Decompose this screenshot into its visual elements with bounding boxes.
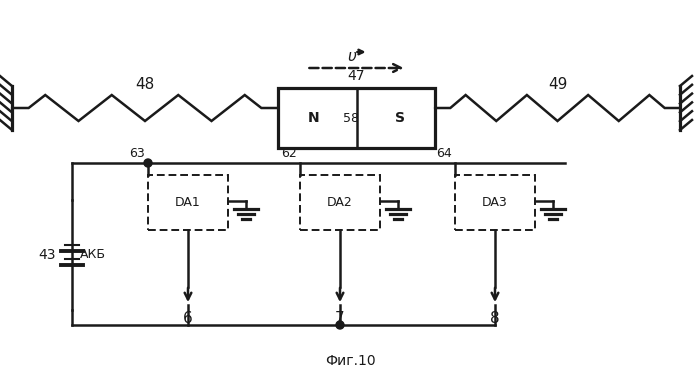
Bar bbox=[278, 88, 435, 148]
Text: 63: 63 bbox=[129, 147, 145, 160]
Circle shape bbox=[336, 321, 344, 329]
Bar bbox=[148, 175, 228, 230]
Text: DA1: DA1 bbox=[175, 196, 201, 209]
Text: 8: 8 bbox=[490, 311, 500, 326]
Bar bbox=[455, 175, 535, 230]
Text: DA3: DA3 bbox=[482, 196, 508, 209]
Text: 58: 58 bbox=[343, 112, 359, 124]
Text: Фиг.10: Фиг.10 bbox=[325, 354, 375, 368]
Text: 49: 49 bbox=[548, 77, 567, 92]
Circle shape bbox=[144, 159, 152, 167]
Text: 48: 48 bbox=[136, 77, 154, 92]
Text: 47: 47 bbox=[347, 69, 366, 83]
Bar bbox=[300, 175, 380, 230]
Text: 62: 62 bbox=[281, 147, 297, 160]
Text: S: S bbox=[395, 111, 405, 125]
Text: АКБ: АКБ bbox=[80, 248, 106, 262]
Text: 43: 43 bbox=[38, 248, 56, 262]
Text: 6: 6 bbox=[183, 311, 193, 326]
Text: 7: 7 bbox=[336, 311, 345, 326]
Text: 64: 64 bbox=[436, 147, 452, 160]
Text: N: N bbox=[308, 111, 319, 125]
Text: υ: υ bbox=[347, 49, 356, 64]
Text: DA2: DA2 bbox=[327, 196, 353, 209]
